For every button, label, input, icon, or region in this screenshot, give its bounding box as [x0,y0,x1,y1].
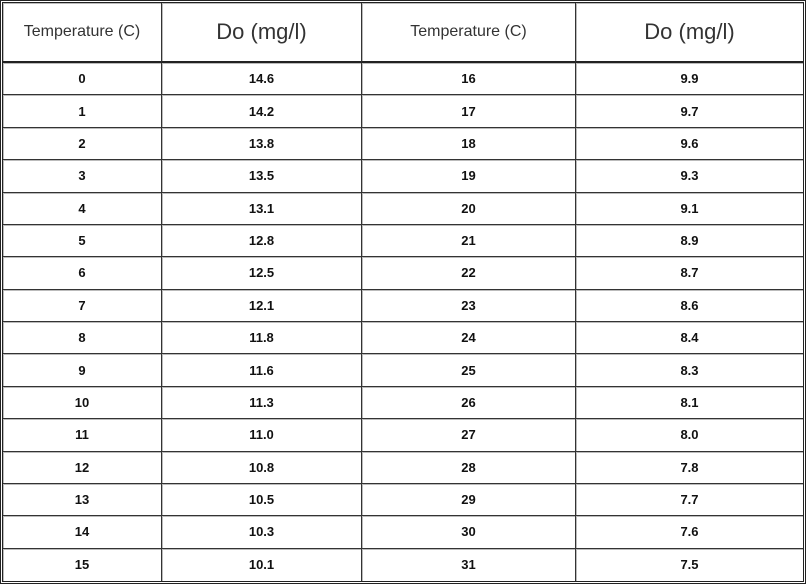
table-cell: 16 [362,63,576,96]
table-cell: 7.5 [576,549,803,581]
table-cell: 20 [362,192,576,225]
table-cell: 6 [3,257,162,290]
table-cell: 9.7 [576,95,803,128]
table-cell: 24 [362,322,576,355]
table-cell: 7.7 [576,484,803,517]
table-cell: 22 [362,257,576,290]
table-cell: 21 [362,224,576,258]
table-cell: 14 [3,516,162,549]
table-cell: 8.4 [576,322,803,355]
table-cell: 9 [3,354,162,387]
table-cell: 8.3 [576,354,803,387]
table-cell: 9.6 [576,128,803,161]
table-cell: 15 [3,548,162,581]
header-cell: Do (mg/l) [162,3,362,63]
table-cell: 13.8 [162,127,362,161]
table-cell: 7.6 [576,516,803,549]
table-cell: 12.5 [162,257,362,290]
table-cell: 17 [362,95,576,128]
table-cell: 8 [3,322,162,355]
table-cell: 28 [362,451,576,484]
table-cell: 9.3 [576,160,803,193]
table-cell: 10 [3,386,162,420]
table-cell: 9.9 [576,63,803,96]
table-cell: 2 [3,127,162,161]
table-cell: 13 [3,483,162,517]
table-cell: 19 [362,160,576,193]
table-cell: 8.1 [576,387,803,420]
table-cell: 13.1 [162,192,362,225]
table-cell: 11.6 [162,354,362,387]
table-cell: 7 [3,289,162,322]
table-cell: 14.2 [162,95,362,128]
table-cell: 4 [3,192,162,225]
table-cell: 12.1 [162,289,362,322]
header-cell: Temperature (C) [362,3,576,63]
table-cell: 7.8 [576,452,803,484]
table-cell: 8.0 [576,419,803,452]
table-cell: 8.7 [576,257,803,290]
table-cell: 13.5 [162,160,362,193]
table-cell: 14.6 [162,63,362,96]
table-cell: 23 [362,289,576,322]
header-cell: Do (mg/l) [576,3,803,63]
table-cell: 26 [362,386,576,420]
table-cell: 30 [362,516,576,549]
table-cell: 11.8 [162,322,362,355]
table-cell: 1 [3,95,162,128]
table-cell: 10.5 [162,483,362,517]
table-cell: 0 [3,63,162,96]
table-cell: 11.3 [162,386,362,420]
table-cell: 11.0 [162,419,362,452]
table-cell: 5 [3,224,162,258]
table-cell: 9.1 [576,193,803,225]
table-cell: 29 [362,483,576,517]
table-cell: 12 [3,451,162,484]
table-cell: 10.8 [162,451,362,484]
table-cell: 8.6 [576,290,803,322]
table-cell: 8.9 [576,225,803,258]
table-cell: 18 [362,127,576,161]
table-cell: 12.8 [162,224,362,258]
table-cell: 10.1 [162,548,362,581]
table-cell: 27 [362,419,576,452]
table-cell: 25 [362,354,576,387]
table-cell: 11 [3,419,162,452]
table-cell: 10.3 [162,516,362,549]
table-cell: 3 [3,160,162,193]
table-cell: 31 [362,548,576,581]
header-cell: Temperature (C) [3,3,162,63]
